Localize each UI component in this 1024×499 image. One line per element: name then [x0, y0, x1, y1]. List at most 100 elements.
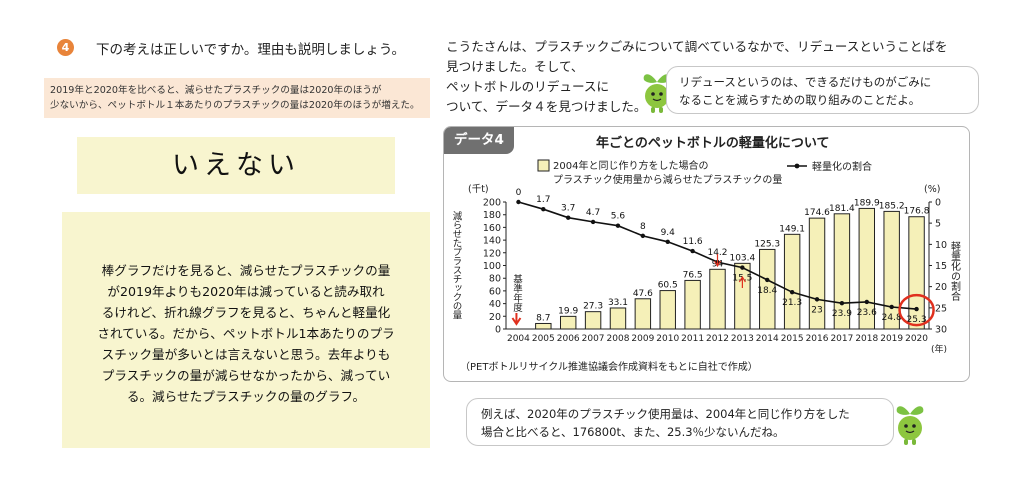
legend-line-label: 軽量化の割合	[812, 160, 872, 173]
explanation-line: 棒グラフだけを見ると、減らせたプラスチックの量	[101, 263, 391, 278]
right-tick-label: 30	[935, 325, 947, 336]
bar	[659, 290, 676, 330]
x-tick-label: 2006	[557, 334, 580, 344]
line-value-label: 21.3	[782, 298, 802, 308]
line-value-label: 4.7	[586, 208, 600, 218]
down-arrow-icon	[713, 254, 722, 268]
bubble-bottom-line-2: 場合と比べると、176800t、また、25.3％少ないんだね。	[481, 425, 785, 439]
x-tick-label: 2018	[855, 334, 878, 344]
bar	[634, 298, 652, 330]
line-value-label: 0	[516, 188, 522, 198]
right-tick-label: 25	[935, 303, 947, 314]
explanation-line: プラスチックの量が減らせなかったから、減ってい	[101, 368, 391, 383]
bar	[808, 217, 826, 330]
line-point	[914, 306, 919, 312]
right-tick-label: 5	[935, 219, 941, 230]
bar	[883, 210, 900, 330]
line-point	[615, 223, 621, 228]
bar	[584, 311, 602, 330]
bar	[709, 268, 726, 330]
x-tick-label: 2008	[607, 334, 630, 344]
legend-bar-swatch	[537, 159, 550, 172]
claim-line-1: 2019年と2020年を比べると、減らせたプラスチックの量は2020年のほうが	[50, 85, 382, 96]
bubble-top-line-1: リデュースというのは、できるだけものがごみに	[679, 75, 932, 89]
bar-value-label: 60.5	[658, 281, 678, 291]
line-value-label: 1.7	[536, 195, 550, 205]
bar	[783, 233, 801, 330]
x-tick-label: 2010	[656, 334, 679, 344]
left-tick-label: 160	[483, 223, 501, 234]
line-value-label: 23.6	[857, 308, 877, 318]
bar	[759, 248, 776, 330]
right-axis-unit: (%)	[924, 184, 940, 195]
story-line: 見つけました。そして、	[446, 59, 584, 74]
right-tick-label: 0	[935, 198, 941, 209]
up-arrow-icon	[738, 275, 746, 288]
bar-value-label: 8.7	[536, 313, 550, 323]
line-point	[541, 206, 546, 212]
left-tick-label: 80	[489, 274, 501, 285]
line-point	[516, 199, 521, 205]
bar-value-label: 76.5	[683, 270, 703, 280]
line-value-label: 5.6	[611, 212, 626, 222]
left-tick-label: 120	[483, 248, 501, 259]
right-axis-title: 軽量化の割合	[949, 241, 961, 302]
answer-box: いえない	[77, 137, 395, 194]
chart-svg: 2004年と同じ作り方をした場合のプラスチック使用量から減らせたプラスチックの量…	[451, 159, 961, 373]
bar-value-label: 103.4	[729, 253, 755, 263]
explanation-line: スチック量が多いとは言えないと思う。去年よりも	[101, 347, 391, 362]
line-value-label: 23.9	[832, 309, 852, 319]
bar-value-label: 185.2	[879, 201, 905, 211]
story-text: こうたさんは、プラスチックごみについて調べているなかで、リデュースということばを…	[446, 37, 980, 117]
story-line: ペットボトルのリデュースに	[446, 79, 610, 94]
line-point	[590, 219, 596, 225]
x-tick-label: 2009	[631, 334, 654, 344]
sprout-mascot-icon	[896, 406, 924, 445]
x-tick-label: 2012	[706, 334, 729, 344]
bar	[609, 307, 627, 330]
line-point	[740, 265, 745, 270]
x-tick-label: 2016	[806, 334, 829, 344]
bar-value-label: 149.1	[779, 224, 805, 234]
bar	[908, 216, 925, 330]
left-tick-label: 60	[489, 286, 501, 297]
right-tick-label: 20	[935, 282, 947, 293]
chart-title: 年ごとのペットボトルの軽量化について	[596, 136, 830, 151]
bar	[684, 279, 701, 330]
explanation-line: されている。だから、ペットボトル1本あたりのプラ	[97, 326, 395, 341]
legend-line-marker	[794, 163, 800, 169]
line-value-label: 9.4	[661, 228, 676, 238]
line-point	[814, 297, 820, 302]
left-axis-title: 減らせたプラスチックの量	[451, 210, 463, 319]
line-value-label: 24.8	[882, 313, 902, 323]
left-tick-label: 20	[489, 312, 501, 323]
line-value-label: 8	[640, 222, 646, 232]
line-value-label: 25.3	[907, 315, 927, 325]
left-tick-label: 180	[483, 210, 501, 221]
line-point	[640, 233, 646, 239]
speech-bubble-top: リデュースというのは、できるだけものがごみに なることを減らすための取り組みのこ…	[666, 66, 979, 114]
legend-bar-label-1: 2004年と同じ作り方をした場合の	[553, 159, 708, 172]
chart-source: （PETボトルリサイクル推進協議会作成資料をもとに自社で作成）	[460, 360, 758, 373]
left-tick-label: 200	[483, 198, 501, 209]
line-value-label: 14.2	[707, 248, 727, 258]
bar	[833, 213, 851, 330]
left-axis-unit: (千t)	[468, 184, 489, 195]
line-value-label: 3.7	[561, 204, 575, 214]
x-tick-label: 2013	[731, 334, 754, 344]
bar-value-label: 176.8	[904, 207, 930, 217]
line-point	[839, 300, 845, 306]
bar-value-label: 27.3	[583, 302, 603, 312]
line-value-label: 23	[811, 305, 822, 315]
bar-value-label: 189.9	[854, 198, 880, 208]
x-tick-label: 2017	[830, 334, 853, 344]
x-tick-label: 2007	[582, 334, 605, 344]
line-value-label: 18.4	[757, 286, 777, 296]
line-point	[765, 277, 770, 283]
right-tick-label: 15	[935, 261, 947, 272]
bar-value-label: 47.6	[633, 289, 653, 299]
explanation-box: 棒グラフだけを見ると、減らせたプラスチックの量 が2019年よりも2020年は減…	[62, 212, 430, 448]
x-axis-unit: (年)	[931, 343, 947, 355]
line-point	[889, 304, 894, 310]
x-tick-label: 2019	[880, 334, 903, 344]
